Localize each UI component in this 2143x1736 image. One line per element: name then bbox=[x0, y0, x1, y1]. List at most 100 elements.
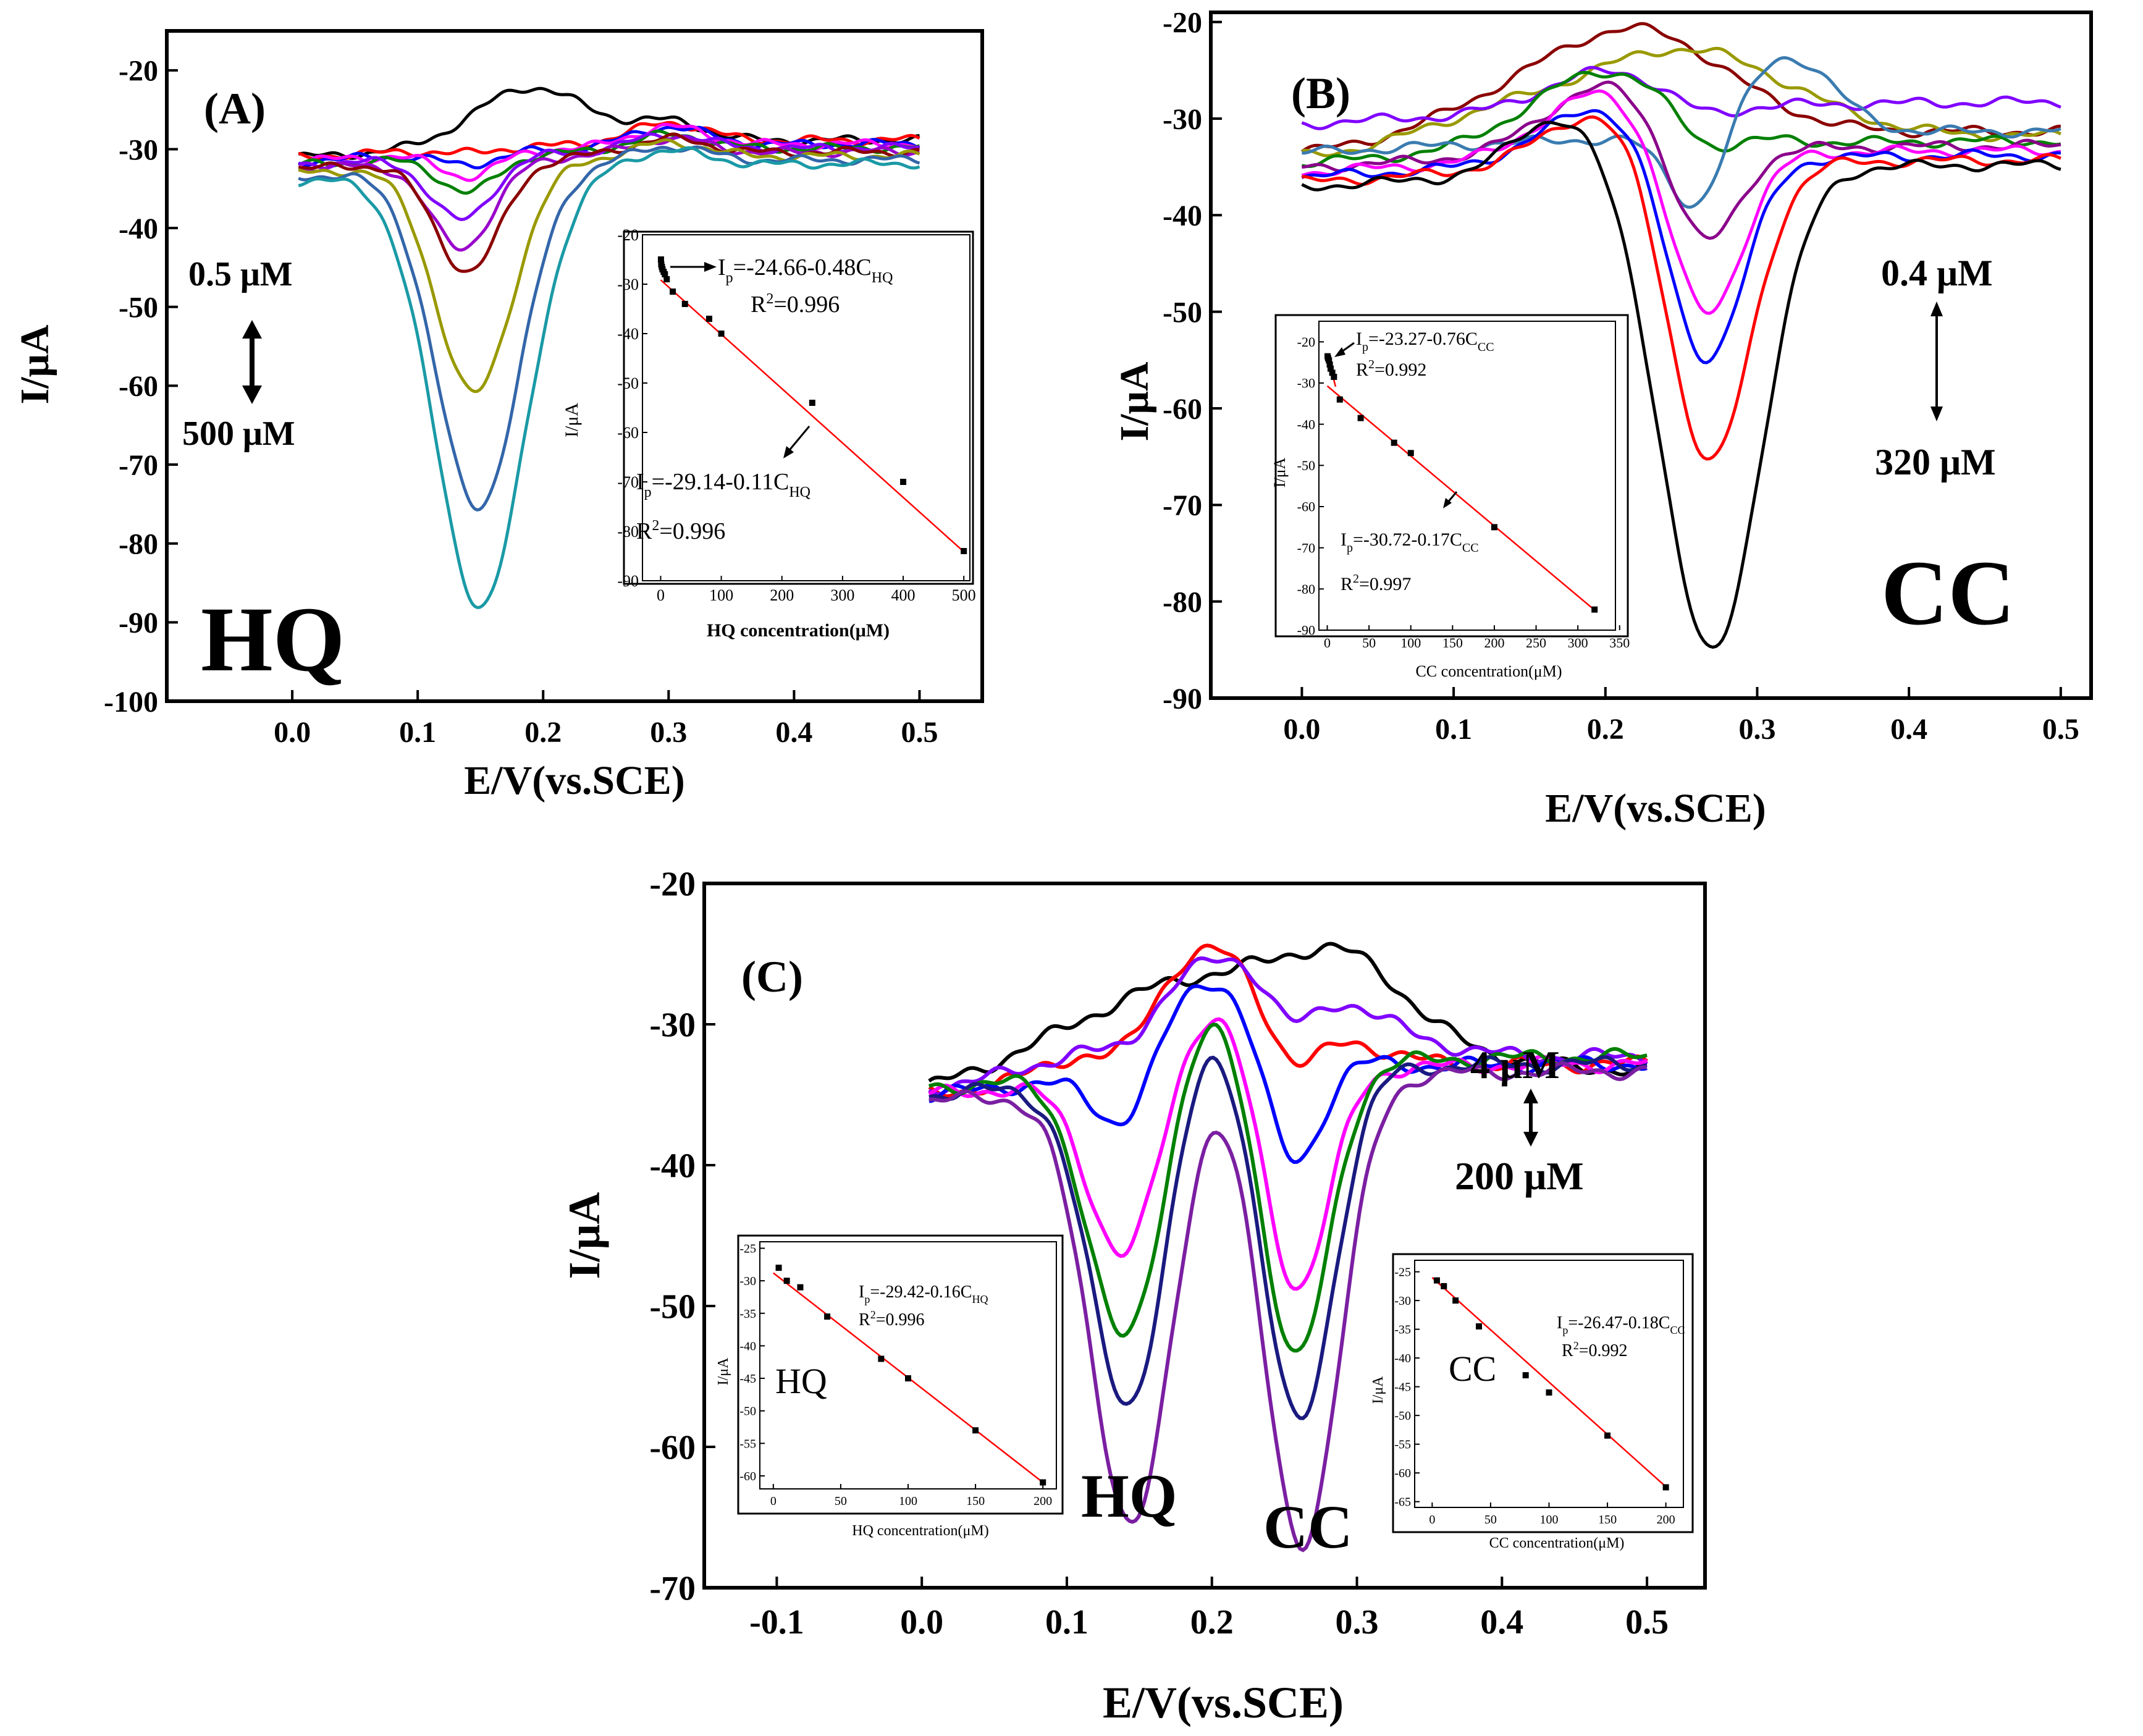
svg-text:R2=0.997: R2=0.997 bbox=[1341, 572, 1411, 594]
series-7-line bbox=[1301, 109, 2061, 364]
series-5-line bbox=[928, 1022, 1648, 1353]
inset-y-tick-label: -40 bbox=[1297, 416, 1315, 432]
panel-c-inset-hq-frame bbox=[737, 1234, 1064, 1515]
series-2-line bbox=[928, 956, 1648, 1096]
svg-text:R2=0.992: R2=0.992 bbox=[1356, 358, 1426, 380]
y-tick-label: -50 bbox=[119, 292, 158, 324]
fit-line bbox=[1431, 1276, 1667, 1488]
y-tick-label: -90 bbox=[1163, 683, 1202, 715]
data-point bbox=[718, 331, 725, 337]
svg-text:Ip=-23.27-0.76CCC: Ip=-23.27-0.76CCC bbox=[1356, 329, 1494, 354]
svg-text:Ip=-30.72-0.17CCC: Ip=-30.72-0.17CCC bbox=[1341, 529, 1479, 555]
panel-a-inset-plot: 0 100 200 300 400 500 -20 -30 -40 -50 -60 -70 -80 -90 bbox=[617, 226, 975, 604]
panel-b-curves bbox=[1301, 22, 2062, 649]
panel-c-inset-hq-eq: Ip=-29.42-0.16CHQ R2=0.996 bbox=[859, 1283, 988, 1329]
series-3-line bbox=[1301, 70, 2061, 169]
series-10-line bbox=[298, 146, 920, 609]
panel-b-analyte-label: CC bbox=[1881, 542, 2015, 644]
panel-c-inset-hq-label: HQ bbox=[775, 1361, 827, 1401]
inset-y-tick-label: -30 bbox=[617, 276, 639, 293]
panel-c-inset-hq-x-title: HQ concentration(μM) bbox=[852, 1523, 988, 1539]
panel-c-conc-bottom: 200 μM bbox=[1455, 1154, 1584, 1198]
inset-y-tick-label: -40 bbox=[1394, 1352, 1411, 1365]
panel-a-frame bbox=[165, 29, 984, 703]
panel-b-inset-eq2: Ip=-30.72-0.17CCC R2=0.997 bbox=[1341, 491, 1479, 594]
x-tick-label: 0.3 bbox=[1738, 713, 1775, 746]
panel-a-analyte-label: HQ bbox=[201, 588, 345, 691]
svg-text:R2=0.996: R2=0.996 bbox=[751, 291, 840, 318]
inset-x-tick-label: 50 bbox=[1362, 635, 1376, 651]
x-tick-label: 0.2 bbox=[1587, 713, 1624, 746]
panel-c-inset-cc-label: CC bbox=[1449, 1349, 1496, 1389]
data-point bbox=[1452, 1297, 1459, 1304]
series-4-line bbox=[1302, 56, 2061, 209]
panel-b-inset-y-title: I/μA bbox=[1271, 457, 1289, 487]
series-2-line bbox=[1301, 65, 2061, 130]
panel-c-conc-top: 4 μM bbox=[1470, 1043, 1560, 1087]
svg-text:Ip=-26.47-0.18CCC: Ip=-26.47-0.18CCC bbox=[1557, 1313, 1685, 1336]
data-point bbox=[972, 1427, 979, 1434]
data-point bbox=[1407, 450, 1414, 457]
y-tick-label: -30 bbox=[649, 1006, 696, 1045]
series-9-line bbox=[298, 145, 920, 512]
data-point bbox=[878, 1355, 885, 1362]
panel-c-x-axis-title: E/V(vs.SCE) bbox=[1103, 1678, 1344, 1727]
inset-y-tick-label: -50 bbox=[617, 374, 639, 392]
inset-x-tick-label: 400 bbox=[891, 586, 916, 604]
panel-a-x-axis-title: E/V(vs.SCE) bbox=[464, 758, 685, 803]
data-point bbox=[705, 316, 712, 322]
inset-x-tick-label: 350 bbox=[1609, 635, 1630, 651]
data-point bbox=[1433, 1277, 1440, 1284]
inset-x-tick-label: 100 bbox=[1400, 635, 1421, 651]
x-tick-label: 0.0 bbox=[274, 716, 311, 749]
y-tick-label: -80 bbox=[1163, 586, 1202, 618]
data-point bbox=[1329, 369, 1336, 376]
inset-y-tick-label: -40 bbox=[617, 325, 639, 343]
inset-y-tick-label: -40 bbox=[739, 1339, 756, 1353]
y-tick-label: -100 bbox=[104, 686, 158, 718]
panel-c-conc-arrow bbox=[1523, 1089, 1538, 1147]
x-tick-label: 0.5 bbox=[901, 716, 938, 749]
y-tick-label: -70 bbox=[119, 449, 158, 482]
svg-text:Ip=-29.14-0.11CHQ: Ip=-29.14-0.11CHQ bbox=[636, 469, 810, 500]
inset-y-tick-label: -55 bbox=[1394, 1438, 1411, 1452]
series-8-line bbox=[1302, 115, 2061, 461]
x-tick-label: 0.5 bbox=[1625, 1603, 1669, 1641]
panel-c-inset-hq-plot: 0 50 100 150 200 -25 -30 -35 -40 -45 -50 -55 -60 bbox=[739, 1241, 1057, 1508]
panel-b-y-axis-title: I/μA bbox=[1112, 361, 1157, 441]
panel-c-inset-cc-eq: Ip=-26.47-0.18CCC R2=0.992 bbox=[1557, 1313, 1685, 1360]
panel-c-inset-cc-y-title: I/μA bbox=[1370, 1376, 1386, 1404]
data-point bbox=[681, 301, 688, 307]
y-tick-label: -60 bbox=[119, 370, 158, 403]
inset-x-tick-label: 300 bbox=[1568, 635, 1588, 651]
inset-x-tick-label: 500 bbox=[952, 586, 976, 604]
svg-text:R2=0.996: R2=0.996 bbox=[859, 1308, 924, 1329]
series-6-line bbox=[1301, 89, 2061, 315]
panel-a-axes: 0.0 0.1 0.2 0.3 0.4 0.5 -20 -30 -40 -50 -60 -70 -80 -… bbox=[104, 55, 938, 749]
inset-x-tick-label: 150 bbox=[1598, 1513, 1617, 1527]
y-tick-label: -80 bbox=[119, 528, 158, 561]
inset-y-tick-label: -35 bbox=[1394, 1323, 1411, 1337]
y-tick-label: -70 bbox=[1163, 489, 1202, 522]
panel-c-peak-label-cc: CC bbox=[1263, 1493, 1352, 1561]
panel-c-frame bbox=[702, 882, 1707, 1590]
series-6-line bbox=[928, 1055, 1648, 1420]
data-point bbox=[1546, 1389, 1552, 1396]
data-point bbox=[1441, 1283, 1447, 1289]
x-tick-label: -0.1 bbox=[749, 1603, 804, 1641]
x-tick-label: 0.2 bbox=[1190, 1603, 1234, 1641]
panel-a-inset-x-title: HQ concentration(μM) bbox=[707, 620, 890, 641]
panel-c-inset-cc-frame bbox=[1392, 1253, 1694, 1533]
inset-y-tick-label: -90 bbox=[1297, 623, 1315, 638]
inset-x-tick-label: 50 bbox=[1484, 1513, 1497, 1527]
inset-axes-frame bbox=[1318, 321, 1616, 631]
data-point bbox=[1040, 1479, 1046, 1486]
inset-y-tick-label: -60 bbox=[1297, 499, 1315, 515]
y-tick-label: -50 bbox=[649, 1288, 696, 1326]
inset-x-tick-label: 200 bbox=[1034, 1494, 1052, 1508]
panel-b-inset-frame bbox=[1274, 314, 1629, 638]
svg-text:R2=0.996: R2=0.996 bbox=[636, 518, 725, 544]
inset-x-tick-label: 0 bbox=[770, 1494, 777, 1508]
inset-y-tick-label: -20 bbox=[1297, 334, 1315, 350]
y-tick-label: -50 bbox=[1163, 296, 1202, 329]
